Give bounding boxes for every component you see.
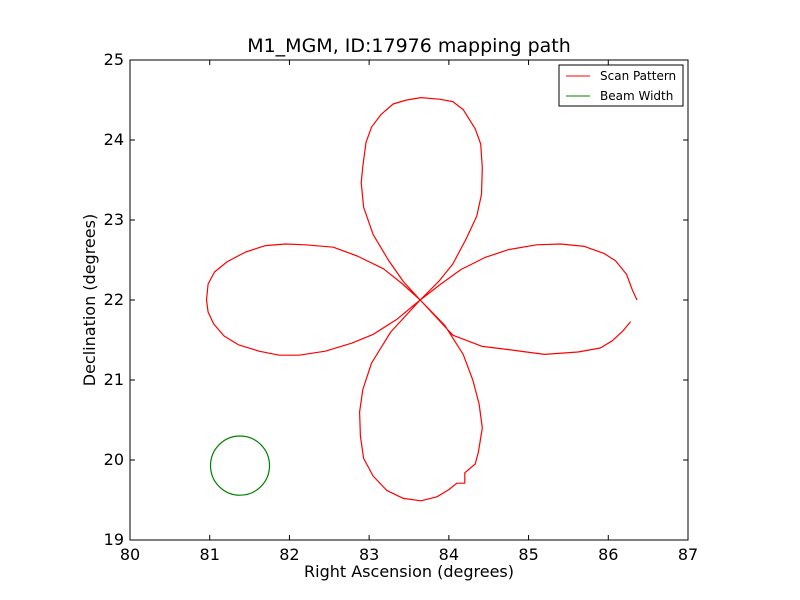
y-axis-label: Declination (degrees) (80, 214, 99, 386)
x-axis-label: Right Ascension (degrees) (304, 562, 514, 581)
x-tick-label: 85 (518, 545, 538, 564)
chart-title: M1_MGM, ID:17976 mapping path (247, 35, 571, 57)
y-tick-label: 22 (104, 290, 124, 309)
plot-frame (129, 59, 689, 541)
series-scan-pattern-line (205, 96, 638, 502)
x-tick-label: 82 (279, 545, 299, 564)
plot-area (130, 60, 688, 540)
series-beam-width-circle (209, 435, 271, 496)
legend: Scan Pattern Beam Width (558, 64, 684, 107)
legend-label-scan-pattern: Scan Pattern (600, 69, 676, 83)
y-tick-label: 21 (104, 370, 124, 389)
legend-label-beam-width: Beam Width (600, 89, 673, 103)
ticks-layer: 80 81 82 83 84 85 86 87 19 20 21 22 23 24 25 (104, 50, 699, 564)
legend-box (558, 64, 684, 107)
y-tick-label: 19 (104, 530, 124, 549)
x-tick-label: 86 (598, 545, 618, 564)
x-tick-label: 81 (200, 545, 220, 564)
x-tick-label: 87 (678, 545, 698, 564)
x-tick-label: 80 (120, 545, 140, 564)
y-tick-label: 23 (104, 210, 124, 229)
series-layer (205, 96, 638, 502)
y-tick-label: 25 (104, 50, 124, 69)
x-tick-label: 83 (359, 545, 379, 564)
y-tick-label: 24 (104, 130, 124, 149)
x-tick-label: 84 (439, 545, 459, 564)
y-tick-label: 20 (104, 450, 124, 469)
